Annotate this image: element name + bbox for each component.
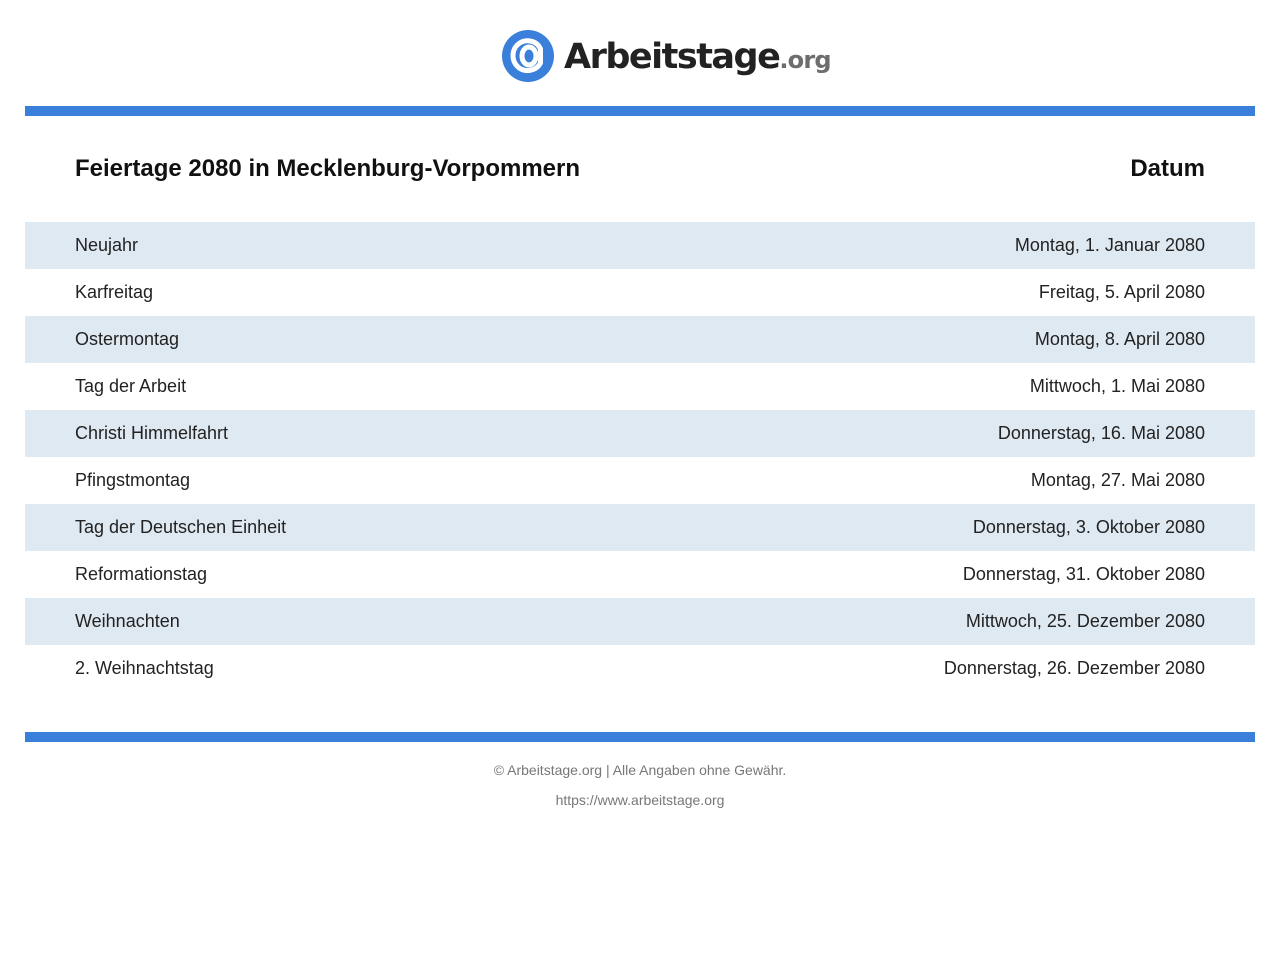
footer-copyright: © Arbeitstage.org | Alle Angaben ohne Ge… (493, 762, 787, 778)
holiday-date: Freitag, 5. April 2080 (1038, 282, 1205, 302)
top-accent-bar (25, 106, 1255, 116)
holiday-name: Tag der Deutschen Einheit (75, 517, 287, 537)
table-row: Reformationstag Donnerstag, 31. Oktober … (25, 551, 1255, 598)
holiday-date: Donnerstag, 31. Oktober 2080 (962, 564, 1205, 584)
header: Arbeitstage .org (0, 0, 1280, 106)
holiday-name: Ostermontag (75, 329, 180, 349)
table-row: Tag der Deutschen Einheit Donnerstag, 3.… (25, 504, 1255, 551)
holiday-date: Montag, 1. Januar 2080 (1014, 235, 1205, 255)
at-sign-icon (502, 30, 554, 82)
logo-wordmark: Arbeitstage .org (564, 37, 832, 77)
holiday-name: Karfreitag (75, 282, 154, 302)
date-column-header: Datum (1130, 155, 1205, 182)
holiday-name: Weihnachten (75, 611, 180, 631)
holiday-name: 2. Weihnachtstag (75, 658, 214, 678)
holiday-table: Neujahr Montag, 1. Januar 2080 Karfreita… (25, 222, 1255, 692)
holiday-name: Pfingstmontag (75, 470, 191, 490)
holiday-name: Neujahr (75, 235, 139, 255)
table-row: 2. Weihnachtstag Donnerstag, 26. Dezembe… (25, 645, 1255, 692)
table-header: Feiertage 2080 in Mecklenburg-Vorpommern… (25, 146, 1255, 192)
footer: © Arbeitstage.org | Alle Angaben ohne Ge… (0, 758, 1280, 812)
page-title: Feiertage 2080 in Mecklenburg-Vorpommern (75, 155, 581, 182)
table-row: Weihnachten Mittwoch, 25. Dezember 2080 (25, 598, 1255, 645)
logo-tld: .org (779, 46, 831, 74)
table-row: Karfreitag Freitag, 5. April 2080 (25, 269, 1255, 316)
holiday-date: Mittwoch, 25. Dezember 2080 (965, 611, 1205, 631)
table-row: Neujahr Montag, 1. Januar 2080 (25, 222, 1255, 269)
table-row: Tag der Arbeit Mittwoch, 1. Mai 2080 (25, 363, 1255, 410)
logo-name: Arbeitstage (564, 37, 781, 77)
holiday-name: Tag der Arbeit (75, 376, 187, 396)
holiday-date: Donnerstag, 16. Mai 2080 (997, 423, 1205, 443)
holiday-date: Montag, 27. Mai 2080 (1030, 470, 1205, 490)
table-row: Ostermontag Montag, 8. April 2080 (25, 316, 1255, 363)
holiday-date: Mittwoch, 1. Mai 2080 (1029, 376, 1205, 396)
site-logo[interactable]: Arbeitstage .org (502, 28, 832, 84)
holiday-date: Donnerstag, 3. Oktober 2080 (972, 517, 1205, 537)
holiday-date: Montag, 8. April 2080 (1034, 329, 1205, 349)
bottom-accent-bar (25, 732, 1255, 742)
footer-url-link[interactable]: https://www.arbeitstage.org (555, 792, 725, 808)
table-row: Christi Himmelfahrt Donnerstag, 16. Mai … (25, 410, 1255, 457)
holiday-date: Donnerstag, 26. Dezember 2080 (943, 658, 1205, 678)
holiday-name: Christi Himmelfahrt (75, 423, 229, 443)
table-row: Pfingstmontag Montag, 27. Mai 2080 (25, 457, 1255, 504)
holiday-name: Reformationstag (75, 564, 208, 584)
